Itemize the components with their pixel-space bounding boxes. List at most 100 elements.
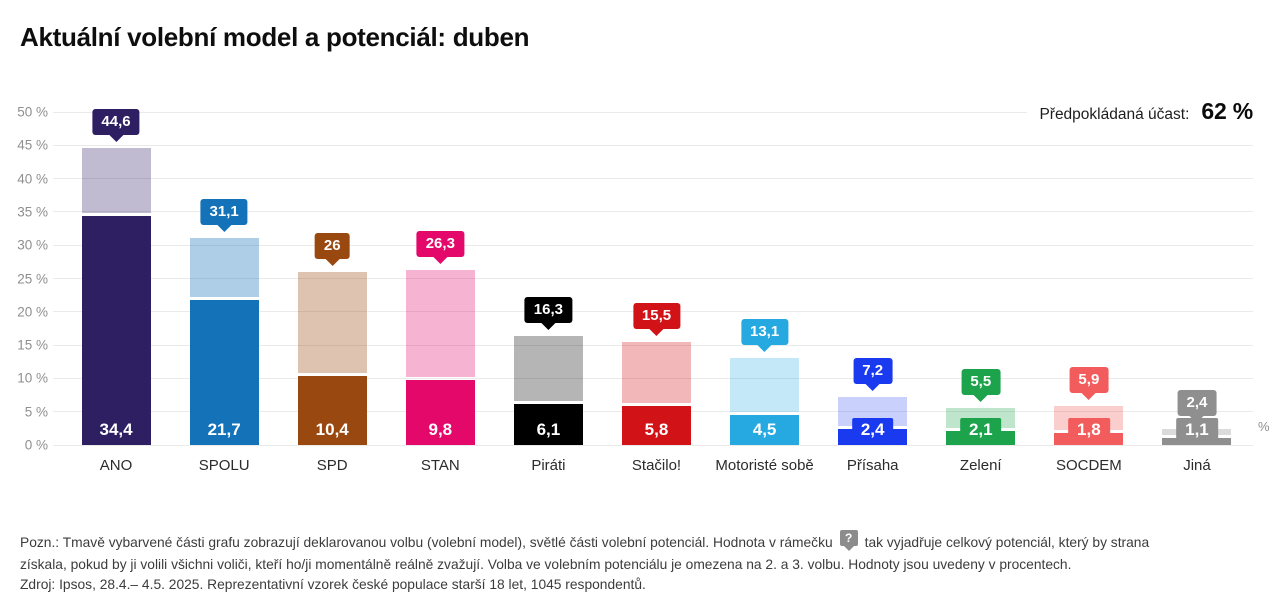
bar-segment-potential — [189, 237, 259, 298]
page-title: Aktuální volební model a potenciál: dube… — [20, 22, 530, 52]
badge-arrow-icon — [864, 383, 881, 392]
y-axis-tick: 45 % — [17, 137, 48, 153]
y-axis-tick: 40 % — [17, 171, 48, 187]
bar-value-label: 2,4 — [851, 418, 894, 442]
y-axis-tick: 25 % — [17, 271, 48, 286]
potential-badge: 13,1 — [740, 318, 789, 352]
bar-segment-potential — [405, 269, 475, 377]
gridline — [53, 144, 1253, 146]
bar-value-label: 10,4 — [315, 420, 349, 439]
bar-value-label: 4,5 — [752, 420, 777, 439]
badge-arrow-icon — [540, 322, 557, 331]
potential-badge-value: 7,2 — [853, 358, 893, 385]
badge-arrow-icon — [1080, 391, 1097, 400]
y-axis-tick: 30 % — [17, 237, 48, 253]
x-axis-category: SPOLU — [198, 457, 250, 474]
x-axis-category: Zelení — [959, 457, 1002, 474]
source-line: Zdroj: Ipsos, 28.4.– 4.5. 2025. Reprezen… — [20, 577, 646, 592]
y-axis-tick: 5 % — [24, 404, 48, 420]
badge-arrow-icon — [756, 343, 773, 352]
potential-badge-value: 15,5 — [632, 302, 681, 329]
bar-value-label: 9,8 — [428, 420, 453, 439]
badge-arrow-icon — [108, 133, 125, 142]
footnote-text-suffix: tak vyjadřuje celkový potenciál, který b… — [20, 535, 1150, 572]
y-axis-tick: 20 % — [17, 304, 48, 320]
bar-segment-potential — [513, 336, 583, 402]
badge-arrow-icon — [432, 255, 449, 264]
bar-value-label: 2,1 — [959, 418, 1002, 442]
x-axis-category: Jiná — [1183, 457, 1211, 474]
gridline — [53, 178, 1253, 180]
y-axis-tick: 0 % — [24, 437, 48, 453]
bar-segment-model — [513, 404, 583, 445]
potential-badge-value: 26,3 — [416, 230, 464, 257]
potential-badge: 2,4 — [1177, 390, 1217, 424]
footnote-text-prefix: Pozn.: Tmavě vybarvené části grafu zobra… — [20, 535, 833, 550]
bar-segment-model — [622, 406, 691, 445]
y-axis-tick: 35 % — [17, 204, 48, 220]
x-axis-category: SOCDEM — [1055, 457, 1122, 474]
potential-badge-value: 26 — [314, 232, 350, 259]
potential-badge: 5,5 — [961, 369, 1001, 403]
x-axis-category: ANO — [99, 457, 133, 474]
potential-badge: 16,3 — [524, 297, 573, 331]
potential-badge: 15,5 — [632, 302, 681, 336]
x-axis-category: Přísaha — [846, 457, 899, 474]
turnout: Předpokládaná účast: 62 % — [1027, 98, 1253, 125]
potential-badge-value: 16,3 — [524, 297, 573, 324]
potential-badge: 26,3 — [416, 230, 464, 264]
x-axis-category: Piráti — [531, 457, 566, 474]
axis-unit-label: % — [1258, 419, 1270, 434]
bar-value-label: 34,4 — [99, 420, 133, 439]
bar-segment-model — [81, 215, 151, 445]
x-axis-category: Motoristé sobě — [715, 457, 814, 474]
bar-segment-potential — [622, 341, 691, 404]
potential-badge-value: 2,4 — [1177, 390, 1217, 417]
y-axis-tick: 10 % — [17, 370, 48, 386]
badge-arrow-icon — [216, 223, 233, 232]
gridline — [53, 444, 1253, 446]
x-axis-category: STAN — [420, 457, 460, 474]
potential-badge-value: 5,5 — [961, 369, 1001, 396]
bar-value-label: 1,8 — [1068, 418, 1110, 442]
footnote: Pozn.: Tmavě vybarvené části grafu zobra… — [20, 530, 1170, 576]
gridline — [53, 244, 1253, 246]
question-mark-icon: ? — [839, 530, 858, 546]
bar-segment-model — [405, 379, 475, 445]
turnout-value: 62 % — [1201, 98, 1253, 124]
turnout-label: Předpokládaná účast: — [1039, 106, 1190, 123]
gridline — [53, 211, 1253, 213]
help-badge: ? — [839, 530, 858, 546]
potential-badge-value: 44,6 — [92, 108, 140, 135]
badge-arrow-icon — [972, 394, 989, 403]
potential-badge: 44,6 — [92, 108, 140, 142]
badge-arrow-icon — [324, 257, 341, 266]
bar-segment-model — [730, 415, 800, 445]
gridline — [53, 278, 1253, 279]
potential-badge-value: 31,1 — [200, 198, 248, 225]
gridline — [53, 344, 1253, 346]
bar-segment-potential — [81, 147, 151, 213]
bar-segment-potential — [297, 271, 367, 373]
potential-badge-value: 5,9 — [1069, 366, 1109, 393]
x-axis-category: SPD — [316, 457, 348, 474]
bar-value-label: 6,1 — [536, 420, 561, 439]
potential-badge: 26 — [314, 232, 350, 266]
bar-value-label: 5,8 — [644, 420, 669, 439]
potential-badge-value: 13,1 — [740, 318, 789, 345]
bar-segment-model — [297, 375, 367, 445]
potential-badge: 5,9 — [1069, 366, 1109, 400]
y-axis-tick: 15 % — [17, 337, 48, 353]
bar-segment-potential — [730, 357, 800, 413]
potential-badge: 7,2 — [853, 358, 893, 392]
badge-arrow-icon — [648, 327, 665, 336]
bar-segment-model — [189, 300, 259, 445]
gridline — [53, 111, 1253, 113]
y-axis-tick: 50 % — [17, 104, 48, 120]
bar-value-label: 21,7 — [207, 420, 241, 439]
potential-badge: 31,1 — [200, 198, 248, 232]
gridline — [53, 377, 1253, 379]
x-axis-category: Stačilo! — [631, 457, 682, 474]
